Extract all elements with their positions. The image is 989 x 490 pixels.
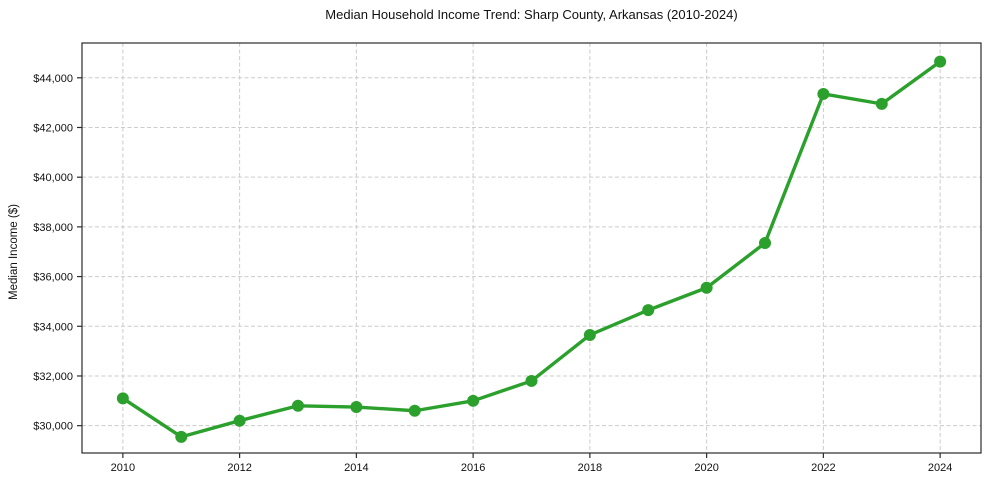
data-point xyxy=(759,237,772,250)
data-point xyxy=(583,328,596,341)
data-point xyxy=(875,97,888,110)
chart-title: Median Household Income Trend: Sharp Cou… xyxy=(325,7,738,22)
y-tick-label: $40,000 xyxy=(33,172,73,184)
data-point xyxy=(525,374,538,387)
y-tick-label: $38,000 xyxy=(33,222,73,234)
data-point xyxy=(934,55,947,68)
data-point xyxy=(467,394,480,407)
data-point xyxy=(175,430,188,443)
y-tick-label: $30,000 xyxy=(33,421,73,433)
plot-border xyxy=(81,42,982,454)
data-point xyxy=(350,401,363,414)
y-tick-label: $32,000 xyxy=(33,371,73,383)
data-point xyxy=(700,281,713,294)
data-point xyxy=(116,392,129,405)
y-tick-label: $36,000 xyxy=(33,272,73,284)
y-tick-label: $44,000 xyxy=(33,73,73,85)
x-tick-label: 2018 xyxy=(578,462,602,474)
x-tick-label: 2024 xyxy=(928,462,952,474)
x-tick-label: 2016 xyxy=(461,462,485,474)
x-tick-label: 2014 xyxy=(344,462,368,474)
data-point xyxy=(817,87,830,100)
data-point xyxy=(291,399,304,412)
data-point xyxy=(408,404,421,417)
x-tick-label: 2010 xyxy=(111,462,135,474)
x-tick-label: 2022 xyxy=(811,462,835,474)
data-point xyxy=(233,414,246,427)
y-tick-label: $42,000 xyxy=(33,122,73,134)
y-tick-label: $34,000 xyxy=(33,321,73,333)
x-tick-label: 2020 xyxy=(694,462,718,474)
data-point xyxy=(642,304,655,317)
x-tick-label: 2012 xyxy=(227,462,251,474)
